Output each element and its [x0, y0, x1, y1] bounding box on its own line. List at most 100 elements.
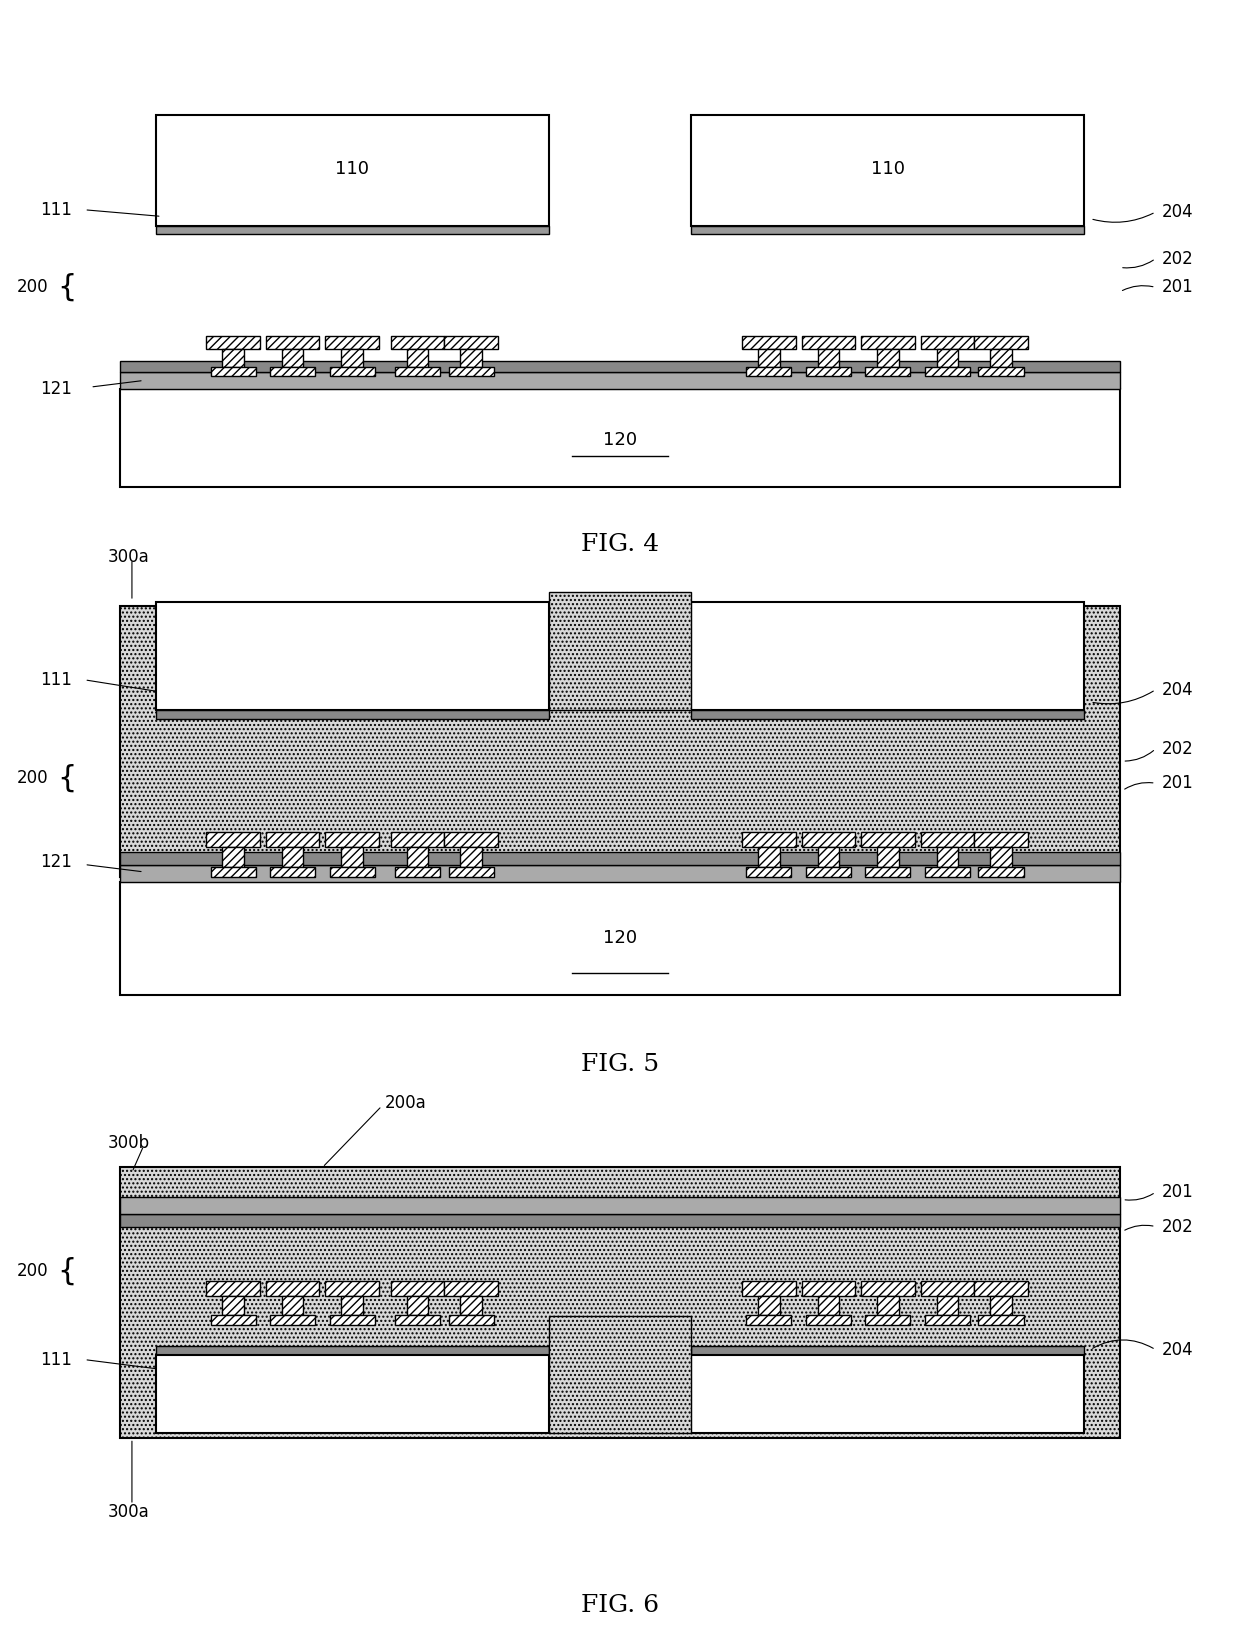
Text: FIG. 5: FIG. 5	[580, 1053, 660, 1076]
FancyBboxPatch shape	[861, 832, 915, 847]
FancyBboxPatch shape	[746, 1315, 791, 1325]
Text: 110: 110	[870, 1381, 905, 1397]
Text: 110: 110	[335, 1381, 370, 1397]
Bar	[120, 361, 1120, 371]
FancyBboxPatch shape	[325, 1281, 379, 1296]
FancyBboxPatch shape	[877, 1296, 899, 1315]
Bar	[120, 1215, 1120, 1227]
Bar	[156, 227, 548, 235]
FancyBboxPatch shape	[742, 832, 796, 847]
Bar	[692, 1355, 1084, 1433]
FancyBboxPatch shape	[801, 1281, 856, 1296]
FancyBboxPatch shape	[925, 368, 970, 376]
FancyBboxPatch shape	[861, 1281, 915, 1296]
FancyBboxPatch shape	[341, 847, 363, 867]
Text: 200a: 200a	[384, 1095, 427, 1112]
Bar	[156, 1355, 548, 1433]
FancyBboxPatch shape	[325, 832, 379, 847]
FancyBboxPatch shape	[866, 867, 910, 877]
FancyBboxPatch shape	[222, 847, 244, 867]
Text: 111: 111	[41, 200, 72, 218]
FancyBboxPatch shape	[925, 1315, 970, 1325]
Text: 300a: 300a	[108, 548, 150, 565]
FancyBboxPatch shape	[330, 1315, 374, 1325]
FancyBboxPatch shape	[861, 337, 915, 350]
FancyBboxPatch shape	[330, 368, 374, 376]
Bar	[156, 1346, 548, 1355]
FancyBboxPatch shape	[978, 368, 1023, 376]
FancyBboxPatch shape	[801, 832, 856, 847]
FancyBboxPatch shape	[978, 1315, 1023, 1325]
FancyBboxPatch shape	[211, 1315, 255, 1325]
FancyBboxPatch shape	[281, 1296, 304, 1315]
Bar	[156, 711, 548, 719]
Text: {: {	[57, 764, 76, 793]
Bar	[692, 115, 1084, 227]
Bar	[692, 1346, 1084, 1355]
FancyBboxPatch shape	[758, 350, 780, 368]
Text: 202: 202	[1162, 1218, 1193, 1235]
FancyBboxPatch shape	[936, 350, 959, 368]
FancyBboxPatch shape	[936, 1296, 959, 1315]
FancyBboxPatch shape	[742, 1281, 796, 1296]
FancyBboxPatch shape	[746, 867, 791, 877]
FancyBboxPatch shape	[206, 832, 260, 847]
FancyBboxPatch shape	[211, 867, 255, 877]
FancyBboxPatch shape	[936, 847, 959, 867]
Text: FIG. 4: FIG. 4	[580, 534, 660, 557]
FancyBboxPatch shape	[206, 337, 260, 350]
FancyBboxPatch shape	[444, 1281, 498, 1296]
Text: 204: 204	[1162, 1342, 1193, 1358]
FancyBboxPatch shape	[391, 337, 444, 350]
FancyBboxPatch shape	[330, 867, 374, 877]
Text: {: {	[57, 273, 76, 302]
FancyBboxPatch shape	[975, 337, 1028, 350]
FancyBboxPatch shape	[265, 832, 320, 847]
Bar	[692, 227, 1084, 235]
FancyBboxPatch shape	[325, 337, 379, 350]
Text: 120: 120	[603, 432, 637, 450]
Text: 204: 204	[1162, 204, 1193, 222]
FancyBboxPatch shape	[211, 368, 255, 376]
FancyBboxPatch shape	[975, 832, 1028, 847]
Bar	[548, 1317, 692, 1433]
Text: 110: 110	[870, 159, 905, 177]
FancyBboxPatch shape	[281, 847, 304, 867]
FancyBboxPatch shape	[460, 1296, 482, 1315]
FancyBboxPatch shape	[866, 368, 910, 376]
Bar	[692, 711, 1084, 719]
Bar	[120, 864, 1120, 882]
FancyBboxPatch shape	[806, 368, 851, 376]
FancyBboxPatch shape	[444, 832, 498, 847]
Text: 300b: 300b	[108, 1135, 150, 1151]
FancyBboxPatch shape	[991, 1296, 1012, 1315]
FancyBboxPatch shape	[866, 1315, 910, 1325]
FancyBboxPatch shape	[270, 867, 315, 877]
FancyBboxPatch shape	[222, 1296, 244, 1315]
Bar	[120, 882, 1120, 995]
FancyBboxPatch shape	[806, 867, 851, 877]
Text: 110: 110	[870, 647, 905, 665]
Bar	[120, 1197, 1120, 1215]
Text: 121: 121	[41, 854, 72, 870]
FancyBboxPatch shape	[449, 1315, 494, 1325]
FancyBboxPatch shape	[407, 1296, 428, 1315]
FancyBboxPatch shape	[396, 368, 440, 376]
FancyBboxPatch shape	[817, 350, 839, 368]
FancyBboxPatch shape	[444, 337, 498, 350]
FancyBboxPatch shape	[341, 350, 363, 368]
FancyBboxPatch shape	[281, 350, 304, 368]
FancyBboxPatch shape	[758, 847, 780, 867]
FancyBboxPatch shape	[449, 867, 494, 877]
FancyBboxPatch shape	[920, 337, 975, 350]
Text: 300: 300	[603, 622, 637, 640]
Text: FIG. 6: FIG. 6	[580, 1594, 660, 1617]
Text: 300: 300	[603, 1342, 637, 1360]
FancyBboxPatch shape	[877, 350, 899, 368]
FancyBboxPatch shape	[817, 1296, 839, 1315]
Text: 110: 110	[335, 647, 370, 665]
Bar	[120, 371, 1120, 389]
Text: 200: 200	[17, 770, 48, 787]
FancyBboxPatch shape	[206, 1281, 260, 1296]
Text: {: {	[57, 1256, 76, 1286]
